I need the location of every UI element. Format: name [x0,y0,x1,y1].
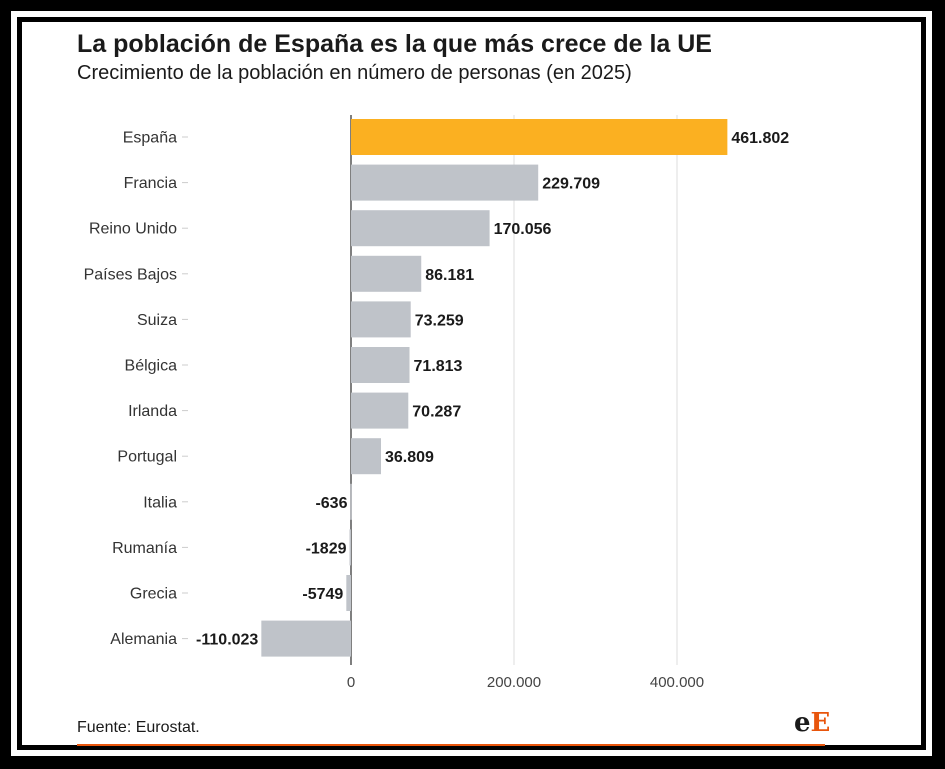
category-label: Alemania [110,631,177,648]
category-label: Países Bajos [84,266,177,283]
bar [351,119,728,155]
category-label: Irlanda [128,403,177,420]
bar [346,575,351,611]
chart-title: La población de España es la que más cre… [77,30,712,58]
bar [351,347,410,383]
category-label: Grecia [130,586,177,603]
source-note: Fuente: Eurostat. [77,719,200,736]
value-labels: 461.802 229.709 170.056 86.181 73.259 71.813 7… [196,130,789,649]
value-label: 461.802 [731,130,789,147]
bar [351,164,539,201]
gridlines [350,115,678,665]
value-label: -636 [315,495,347,512]
bar [261,620,351,657]
bar [349,529,351,566]
footer-rule [77,744,825,746]
chart-subtitle: Crecimiento de la población en número de… [77,62,632,84]
bar [350,483,352,520]
bar [351,301,411,338]
x-axis-ticks: 0 200.000 400.000 [347,674,704,691]
bar-chart: España Francia Reino Unido Países Bajos Suiz… [84,115,789,691]
value-label: 170.056 [494,221,552,238]
value-label: 73.259 [415,312,464,329]
bar [351,392,409,429]
logo-lower-e: e [794,708,811,738]
value-label: -1829 [306,540,347,557]
x-tick-label: 200.000 [487,674,541,691]
value-label: 36.809 [385,449,434,466]
value-label: -110.023 [196,632,258,649]
bar [351,210,490,247]
x-tick-label: 400.000 [650,674,704,691]
category-label: Suiza [137,312,177,329]
category-label: Bélgica [125,358,178,375]
chart-card: La población de España es la que más cre… [22,22,921,746]
brand-logo: eE [794,710,830,736]
category-label: España [123,130,177,147]
x-tick-label: 0 [347,674,355,691]
bar [351,255,422,292]
value-label: -5749 [302,586,343,603]
category-label: Italia [143,494,177,511]
value-label: 70.287 [412,404,461,421]
category-label: Reino Unido [89,221,177,238]
category-label: Portugal [117,449,177,466]
logo-upper-e: E [810,708,831,738]
value-label: 86.181 [425,267,474,284]
value-label: 71.813 [414,358,463,375]
category-labels: España Francia Reino Unido Países Bajos Suiz… [84,130,188,648]
bar [351,438,381,475]
value-label: 229.709 [542,176,600,193]
bars [261,119,728,657]
category-label: Rumanía [112,540,177,557]
category-label: Francia [124,175,177,192]
